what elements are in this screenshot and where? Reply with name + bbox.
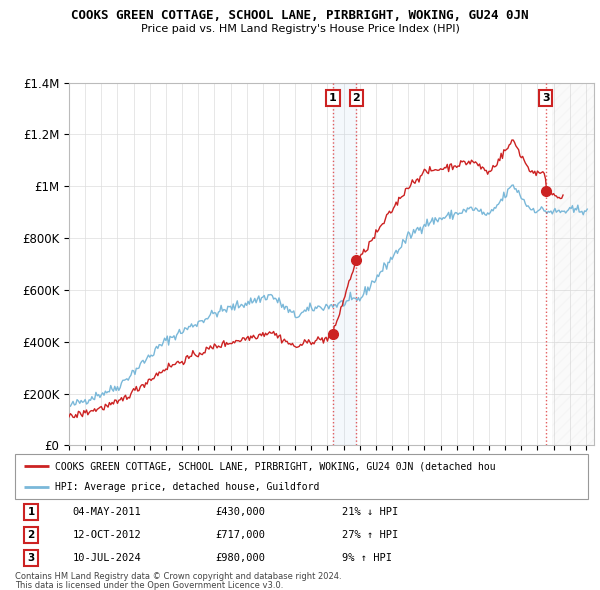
Text: 27% ↑ HPI: 27% ↑ HPI (341, 530, 398, 540)
Bar (552, 83, 594, 445)
FancyBboxPatch shape (15, 454, 588, 499)
Text: 3: 3 (542, 93, 550, 103)
Text: 3: 3 (28, 553, 35, 563)
Text: This data is licensed under the Open Government Licence v3.0.: This data is licensed under the Open Gov… (15, 581, 283, 589)
Text: 9% ↑ HPI: 9% ↑ HPI (341, 553, 392, 563)
Text: £430,000: £430,000 (215, 507, 266, 517)
Text: 04-MAY-2011: 04-MAY-2011 (73, 507, 141, 517)
Text: Price paid vs. HM Land Registry's House Price Index (HPI): Price paid vs. HM Land Registry's House … (140, 24, 460, 34)
Text: 1: 1 (329, 93, 337, 103)
Text: £717,000: £717,000 (215, 530, 266, 540)
Text: COOKS GREEN COTTAGE, SCHOOL LANE, PIRBRIGHT, WOKING, GU24 0JN: COOKS GREEN COTTAGE, SCHOOL LANE, PIRBRI… (71, 9, 529, 22)
Text: 2: 2 (352, 93, 360, 103)
Text: 21% ↓ HPI: 21% ↓ HPI (341, 507, 398, 517)
Text: 10-JUL-2024: 10-JUL-2024 (73, 553, 141, 563)
Text: COOKS GREEN COTTAGE, SCHOOL LANE, PIRBRIGHT, WOKING, GU24 0JN (detached hou: COOKS GREEN COTTAGE, SCHOOL LANE, PIRBRI… (55, 461, 496, 471)
Text: 12-OCT-2012: 12-OCT-2012 (73, 530, 141, 540)
Text: Contains HM Land Registry data © Crown copyright and database right 2024.: Contains HM Land Registry data © Crown c… (15, 572, 341, 581)
Text: 1: 1 (28, 507, 35, 517)
Text: 2: 2 (28, 530, 35, 540)
Text: HPI: Average price, detached house, Guildford: HPI: Average price, detached house, Guil… (55, 481, 319, 491)
Text: £980,000: £980,000 (215, 553, 266, 563)
Bar (333, 83, 356, 445)
